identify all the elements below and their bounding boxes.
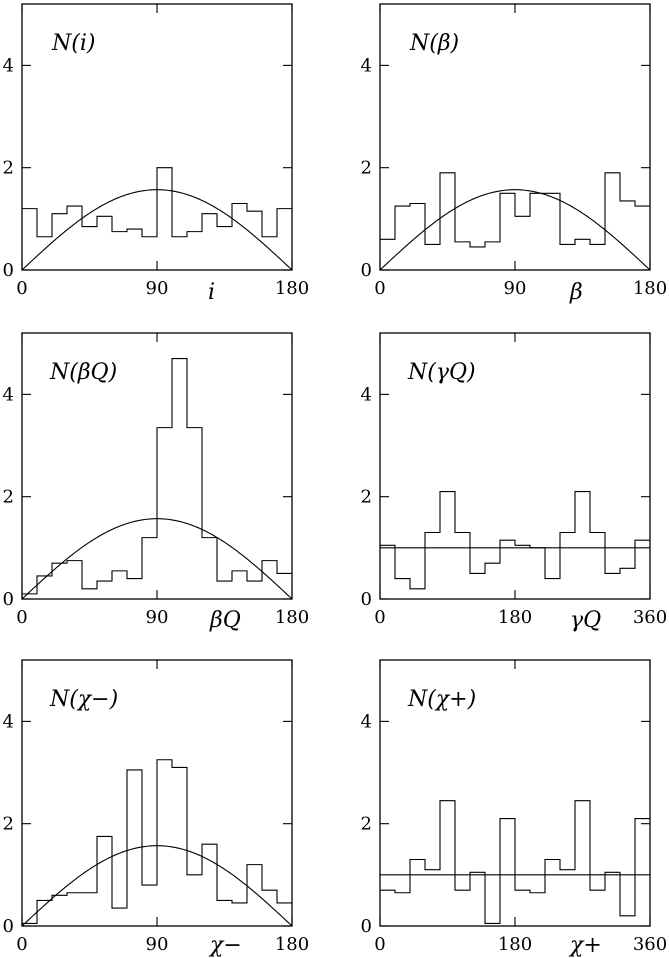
y-tick-label: 0: [3, 260, 14, 281]
y-tick-label: 2: [361, 814, 372, 835]
x-axis-label: χ−: [208, 933, 242, 958]
y-tick-label: 4: [361, 384, 372, 405]
x-tick-label: 180: [498, 607, 532, 628]
y-tick-label: 0: [361, 260, 372, 281]
reference-curve: [379, 189, 651, 271]
panel-title: N(β): [409, 31, 459, 56]
x-tick-label: 90: [146, 278, 169, 299]
x-tick-label: 0: [16, 934, 27, 955]
x-tick-label: 180: [633, 278, 667, 299]
panel-title: N(χ+): [407, 687, 476, 712]
histogram-line: [22, 358, 292, 595]
y-tick-label: 2: [361, 487, 372, 508]
x-axis-label: βQ: [209, 608, 241, 633]
x-tick-label: 360: [633, 934, 667, 955]
y-tick-label: 0: [361, 916, 372, 937]
panel-title: N(χ−): [49, 687, 118, 712]
x-tick-label: 180: [275, 934, 309, 955]
y-tick-label: 4: [3, 55, 14, 76]
x-axis-label: β: [569, 280, 583, 305]
histogram-line: [380, 800, 650, 924]
x-tick-label: 0: [374, 278, 385, 299]
y-tick-label: 2: [3, 487, 14, 508]
x-tick-label: 0: [374, 607, 385, 628]
y-tick-label: 4: [361, 711, 372, 732]
y-tick-label: 4: [3, 384, 14, 405]
histogram-line: [380, 491, 650, 590]
panel-title: N(γQ): [407, 360, 476, 385]
x-axis-label: γQ: [570, 608, 601, 633]
x-tick-label: 180: [498, 934, 532, 955]
x-tick-label: 90: [146, 934, 169, 955]
histogram-line: [380, 172, 650, 248]
reference-curve: [21, 518, 293, 600]
x-tick-label: 180: [275, 607, 309, 628]
x-tick-label: 180: [275, 278, 309, 299]
y-tick-label: 0: [3, 589, 14, 610]
reference-curve: [21, 189, 293, 271]
x-tick-label: 0: [374, 934, 385, 955]
y-tick-label: 4: [361, 55, 372, 76]
x-tick-label: 0: [16, 607, 27, 628]
panel-beta: 0 2 4 0 90 180 N(β) β: [361, 3, 667, 305]
panel-beta-q: 0 2 4 0 90 180 N(βQ) βQ: [3, 332, 309, 633]
y-tick-label: 2: [3, 814, 14, 835]
y-tick-label: 0: [3, 916, 14, 937]
panel-i: 0 2 4 0 90 180 N(i) i: [3, 3, 309, 305]
x-axis-label: i: [208, 280, 215, 305]
x-axis-label: χ+: [568, 933, 602, 958]
x-tick-label: 360: [633, 607, 667, 628]
x-tick-label: 90: [146, 607, 169, 628]
y-tick-label: 4: [3, 711, 14, 732]
panel-chi-plus: 0 2 4 0 180 360 N(χ+) χ+: [361, 659, 667, 958]
histogram-line: [22, 759, 292, 924]
y-tick-label: 2: [3, 158, 14, 179]
reference-curve: [21, 845, 293, 927]
x-tick-label: 0: [16, 278, 27, 299]
panel-gamma-q: 0 2 4 0 180 360 N(γQ) γQ: [361, 332, 667, 633]
panel-title: N(i): [51, 31, 95, 56]
y-tick-label: 0: [361, 589, 372, 610]
panel-title: N(βQ): [49, 360, 117, 385]
x-tick-label: 90: [504, 278, 527, 299]
panel-chi-minus: 0 2 4 0 90 180 N(χ−) χ−: [3, 659, 309, 958]
histogram-line: [22, 167, 292, 238]
y-tick-label: 2: [361, 158, 372, 179]
